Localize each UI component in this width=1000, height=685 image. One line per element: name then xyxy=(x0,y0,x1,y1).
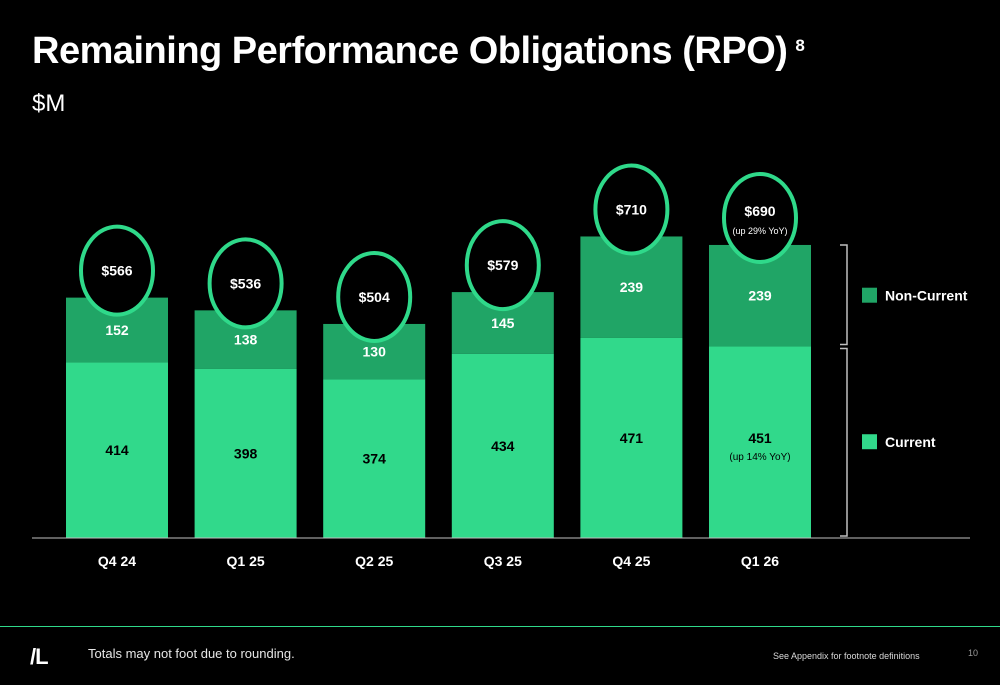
total-yoy-note: (up 29% YoY) xyxy=(732,226,787,236)
x-tick-label: Q4 24 xyxy=(98,553,136,569)
total-bubble xyxy=(593,163,670,256)
bar-current xyxy=(323,379,426,538)
legend-label-non-current: Non-Current xyxy=(885,288,968,304)
total-label: $579 xyxy=(487,257,518,273)
total-bubble xyxy=(79,224,155,317)
x-tick-label: Q3 25 xyxy=(484,553,522,569)
non-current-bracket xyxy=(840,244,848,346)
legend-swatch-non-current xyxy=(862,287,877,303)
current-bracket xyxy=(840,347,848,537)
x-tick-label: Q2 25 xyxy=(355,553,393,569)
bar-label-current: 451 xyxy=(748,430,772,446)
footer-divider xyxy=(0,626,1000,627)
bar-label-non-current: 130 xyxy=(363,344,387,360)
bar-label-non-current: 152 xyxy=(105,322,129,338)
bar-current xyxy=(709,346,811,538)
total-label: $710 xyxy=(616,201,647,217)
bar-label-non-current: 239 xyxy=(748,288,772,304)
bar-label-current: 414 xyxy=(105,442,129,458)
bar-label-current: 434 xyxy=(491,438,515,454)
bar-current xyxy=(66,362,168,538)
page-title: Remaining Performance Obligations (RPO) 8 xyxy=(32,30,805,73)
total-bubble xyxy=(722,171,798,264)
x-tick-label: Q1 25 xyxy=(227,553,265,569)
appendix-note: See Appendix for footnote definitions xyxy=(773,651,920,661)
x-tick-label: Q4 25 xyxy=(612,553,650,569)
footnote-marker: 8 xyxy=(795,36,805,55)
bar-current xyxy=(451,353,554,538)
legend-swatch-current xyxy=(862,434,877,450)
total-label: $536 xyxy=(230,275,261,291)
bar-current xyxy=(194,368,297,538)
current-yoy-note: (up 14% YoY) xyxy=(729,452,790,463)
bar-label-non-current: 145 xyxy=(491,315,515,331)
total-label: $566 xyxy=(101,263,132,279)
bar-label-non-current: 138 xyxy=(234,332,258,348)
bar-label-current: 471 xyxy=(620,430,644,446)
page-title-text: Remaining Performance Obligations (RPO) xyxy=(32,30,788,72)
rpo-stacked-bar-chart: 414 152 $566 Q4 24 398 138 $536 Q1 25 374 130 $504… xyxy=(32,163,970,569)
bar-current xyxy=(580,337,683,538)
total-label: $504 xyxy=(359,289,390,305)
page-number: 10 xyxy=(968,648,979,658)
company-logo: /L xyxy=(30,644,49,669)
total-label: $690 xyxy=(744,203,775,219)
total-bubble xyxy=(464,219,541,312)
bar-label-current: 374 xyxy=(363,451,387,467)
total-bubble xyxy=(207,237,284,330)
total-bubble xyxy=(336,250,413,343)
bar-label-non-current: 239 xyxy=(620,279,644,295)
rounding-note: Totals may not foot due to rounding. xyxy=(88,646,295,661)
bar-label-current: 398 xyxy=(234,445,258,461)
legend-label-current: Current xyxy=(885,434,936,450)
page-subtitle: $M xyxy=(32,90,66,117)
x-tick-label: Q1 26 xyxy=(741,553,779,569)
